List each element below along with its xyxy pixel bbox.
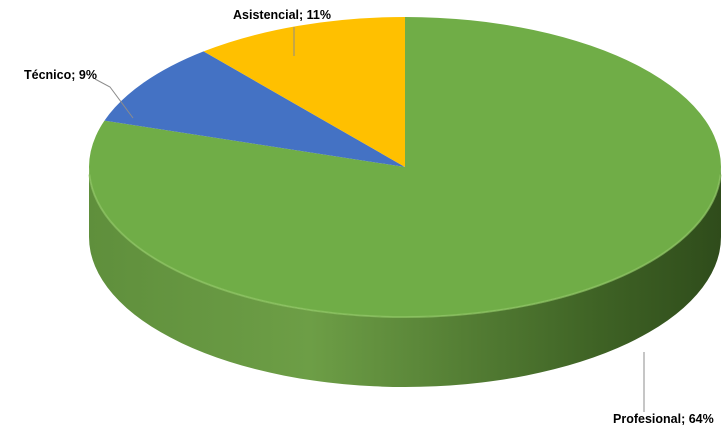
rim-highlight (88, 174, 722, 318)
data-label-asistencial: Asistencial; 11% (233, 8, 331, 22)
pie-top (88, 17, 722, 318)
leader-lines (94, 27, 645, 412)
slice-side-profesional (89, 167, 721, 387)
slice-asistencial (203, 17, 405, 167)
slice-profesional (88, 17, 721, 318)
slice-tecnico (104, 51, 406, 167)
data-label-tecnico: Técnico; 9% (24, 68, 97, 82)
data-labels: Profesional; 64% Técnico; 9% Asistencial; … (24, 8, 714, 426)
data-label-profesional: Profesional; 64% (613, 412, 714, 426)
pie-depth (89, 167, 721, 387)
leader-line-tecnico (94, 78, 134, 119)
